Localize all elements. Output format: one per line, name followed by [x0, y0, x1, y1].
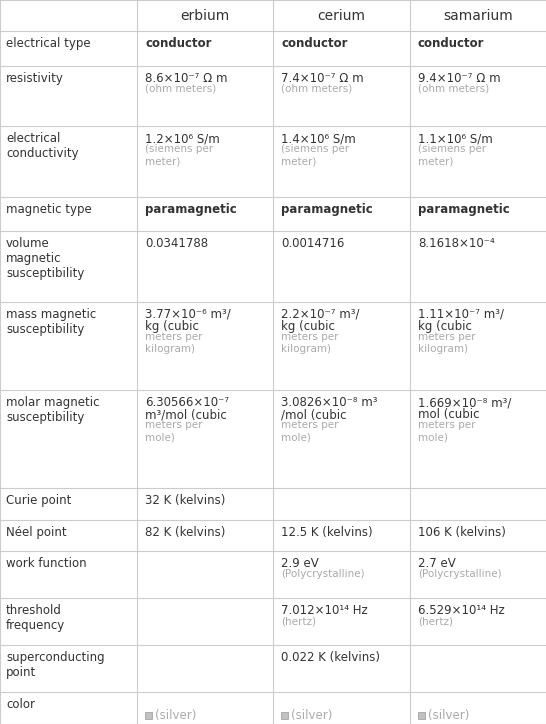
Bar: [281, 712, 288, 719]
Text: 8.1618×10⁻⁴: 8.1618×10⁻⁴: [418, 237, 495, 251]
Text: (ohm meters): (ohm meters): [145, 84, 216, 93]
Text: 8.6×10⁻⁷ Ω m: 8.6×10⁻⁷ Ω m: [145, 72, 228, 85]
Text: (silver): (silver): [291, 710, 333, 723]
Text: meters per: meters per: [281, 332, 339, 342]
Text: 3.77×10⁻⁶ m³/: 3.77×10⁻⁶ m³/: [145, 308, 231, 321]
Text: resistivity: resistivity: [6, 72, 64, 85]
Text: meter): meter): [281, 156, 316, 167]
Text: (ohm meters): (ohm meters): [418, 84, 489, 93]
Text: electrical type: electrical type: [6, 38, 91, 51]
Text: (Polycrystalline): (Polycrystalline): [281, 569, 365, 579]
Text: mole): mole): [418, 432, 448, 442]
Text: 2.2×10⁻⁷ m³/: 2.2×10⁻⁷ m³/: [281, 308, 359, 321]
Text: 6.529×10¹⁴ Hz: 6.529×10¹⁴ Hz: [418, 604, 505, 617]
Text: (ohm meters): (ohm meters): [281, 84, 352, 93]
Text: (Polycrystalline): (Polycrystalline): [418, 569, 502, 579]
Text: kg (cubic: kg (cubic: [418, 320, 472, 333]
Text: (siemens per: (siemens per: [145, 145, 213, 154]
Text: 1.11×10⁻⁷ m³/: 1.11×10⁻⁷ m³/: [418, 308, 504, 321]
Text: 1.4×10⁶ S/m: 1.4×10⁶ S/m: [281, 132, 356, 146]
Text: 0.0341788: 0.0341788: [145, 237, 208, 251]
Text: conductor: conductor: [418, 38, 484, 51]
Text: volume
magnetic
susceptibility: volume magnetic susceptibility: [6, 237, 85, 280]
Text: 82 K (kelvins): 82 K (kelvins): [145, 526, 225, 539]
Text: kilogram): kilogram): [145, 344, 195, 354]
Text: 2.7 eV: 2.7 eV: [418, 557, 456, 570]
Text: 7.4×10⁻⁷ Ω m: 7.4×10⁻⁷ Ω m: [281, 72, 364, 85]
Text: 0.0014716: 0.0014716: [281, 237, 345, 251]
Text: cerium: cerium: [318, 9, 365, 22]
Text: 6.30566×10⁻⁷: 6.30566×10⁻⁷: [145, 396, 229, 409]
Text: kg (cubic: kg (cubic: [281, 320, 335, 333]
Text: meter): meter): [145, 156, 180, 167]
Text: mass magnetic
susceptibility: mass magnetic susceptibility: [6, 308, 96, 336]
Text: samarium: samarium: [443, 9, 513, 22]
Text: (siemens per: (siemens per: [281, 145, 349, 154]
Text: meters per: meters per: [418, 420, 476, 430]
Text: meter): meter): [418, 156, 453, 167]
Text: work function: work function: [6, 557, 87, 570]
Text: 2.9 eV: 2.9 eV: [281, 557, 319, 570]
Text: kg (cubic: kg (cubic: [145, 320, 199, 333]
Text: meters per: meters per: [145, 332, 203, 342]
Text: meters per: meters per: [281, 420, 339, 430]
Text: color: color: [6, 698, 35, 711]
Text: 9.4×10⁻⁷ Ω m: 9.4×10⁻⁷ Ω m: [418, 72, 501, 85]
Bar: [418, 712, 425, 719]
Text: conductor: conductor: [145, 38, 211, 51]
Text: Néel point: Néel point: [6, 526, 67, 539]
Text: superconducting
point: superconducting point: [6, 651, 105, 679]
Text: mole): mole): [281, 432, 311, 442]
Text: 1.2×10⁶ S/m: 1.2×10⁶ S/m: [145, 132, 219, 146]
Text: kilogram): kilogram): [418, 344, 468, 354]
Text: (siemens per: (siemens per: [418, 145, 486, 154]
Text: meters per: meters per: [418, 332, 476, 342]
Text: molar magnetic
susceptibility: molar magnetic susceptibility: [6, 396, 99, 424]
Text: m³/mol (cubic: m³/mol (cubic: [145, 408, 227, 421]
Text: 12.5 K (kelvins): 12.5 K (kelvins): [281, 526, 372, 539]
Text: 7.012×10¹⁴ Hz: 7.012×10¹⁴ Hz: [281, 604, 368, 617]
Text: paramagnetic: paramagnetic: [281, 203, 373, 216]
Text: conductor: conductor: [281, 38, 347, 51]
Text: kilogram): kilogram): [281, 344, 331, 354]
Text: (hertz): (hertz): [281, 616, 316, 626]
Text: 32 K (kelvins): 32 K (kelvins): [145, 494, 225, 508]
Text: 106 K (kelvins): 106 K (kelvins): [418, 526, 506, 539]
Text: paramagnetic: paramagnetic: [418, 203, 510, 216]
Text: paramagnetic: paramagnetic: [145, 203, 237, 216]
Bar: [145, 712, 152, 719]
Text: mol (cubic: mol (cubic: [418, 408, 479, 421]
Text: erbium: erbium: [180, 9, 230, 22]
Text: meters per: meters per: [145, 420, 203, 430]
Text: Curie point: Curie point: [6, 494, 72, 508]
Text: 3.0826×10⁻⁸ m³: 3.0826×10⁻⁸ m³: [281, 396, 377, 409]
Text: (hertz): (hertz): [418, 616, 453, 626]
Text: 0.022 K (kelvins): 0.022 K (kelvins): [281, 651, 380, 664]
Text: threshold
frequency: threshold frequency: [6, 604, 66, 632]
Text: 1.1×10⁶ S/m: 1.1×10⁶ S/m: [418, 132, 492, 146]
Text: magnetic type: magnetic type: [6, 203, 92, 216]
Text: (silver): (silver): [155, 710, 197, 723]
Text: electrical
conductivity: electrical conductivity: [6, 132, 79, 161]
Text: /mol (cubic: /mol (cubic: [281, 408, 347, 421]
Text: 1.669×10⁻⁸ m³/: 1.669×10⁻⁸ m³/: [418, 396, 512, 409]
Text: mole): mole): [145, 432, 175, 442]
Text: (silver): (silver): [428, 710, 470, 723]
